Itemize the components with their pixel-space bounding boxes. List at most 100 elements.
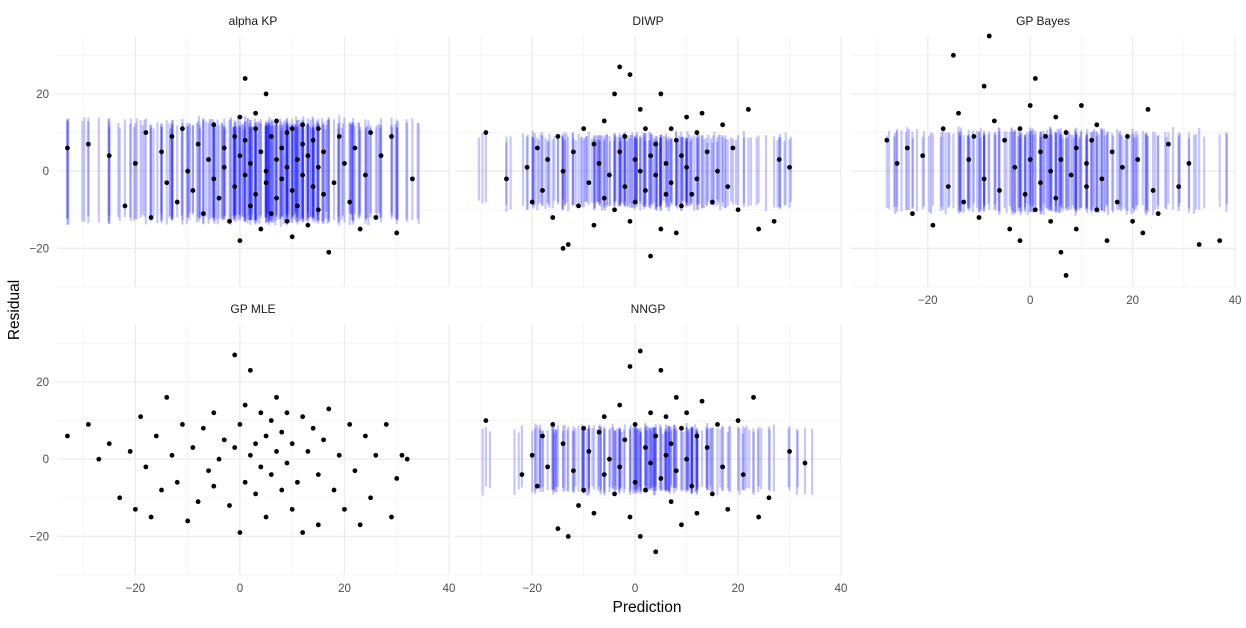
x-axis-title: Prediction xyxy=(613,599,682,616)
data-point xyxy=(127,449,133,454)
data-point xyxy=(715,168,720,174)
data-point xyxy=(617,402,623,408)
data-points xyxy=(65,76,415,255)
data-point xyxy=(637,533,643,539)
data-point xyxy=(612,207,617,213)
data-point xyxy=(673,468,679,474)
data-point xyxy=(389,134,394,139)
data-point xyxy=(200,425,206,431)
x-tick-label: 20 xyxy=(732,583,745,595)
data-point xyxy=(679,203,684,209)
data-point xyxy=(627,364,633,369)
data-point xyxy=(699,110,705,116)
data-point xyxy=(550,422,556,427)
data-point xyxy=(1176,184,1182,190)
data-point xyxy=(1022,191,1028,197)
data-point xyxy=(310,137,316,143)
data-point xyxy=(242,402,248,408)
data-point xyxy=(399,452,405,458)
data-point xyxy=(180,422,185,427)
data-point xyxy=(190,188,196,193)
data-point xyxy=(648,410,653,416)
x-tick-label: −20 xyxy=(126,583,146,595)
data-point xyxy=(601,472,607,477)
data-points xyxy=(483,64,792,259)
data-point xyxy=(658,476,664,481)
data-point xyxy=(258,149,264,155)
data-point xyxy=(305,153,311,159)
data-point xyxy=(1125,134,1130,139)
data-point xyxy=(673,230,679,236)
data-point xyxy=(133,161,138,166)
data-point xyxy=(1053,114,1059,120)
data-point xyxy=(237,114,243,120)
data-point xyxy=(1063,273,1069,278)
data-point xyxy=(357,522,363,528)
data-point xyxy=(268,134,274,139)
data-point xyxy=(689,483,695,489)
data-point xyxy=(720,122,726,128)
data-point xyxy=(1073,226,1079,232)
data-point xyxy=(643,487,648,493)
panel-nngp: NNGP −20 0 20 40 xyxy=(455,302,847,595)
data-point xyxy=(1084,184,1089,190)
data-point xyxy=(545,464,551,470)
data-point xyxy=(894,161,900,166)
data-point xyxy=(627,514,633,520)
data-point xyxy=(96,456,102,462)
data-point xyxy=(1032,207,1038,213)
data-point xyxy=(331,487,337,493)
data-point xyxy=(704,149,710,155)
data-point xyxy=(570,468,576,474)
data-point xyxy=(368,495,373,501)
data-point xyxy=(216,456,222,462)
data-point xyxy=(787,449,792,454)
data-point xyxy=(310,425,316,431)
interval-bars xyxy=(885,126,1228,216)
data-point xyxy=(284,130,290,135)
data-point xyxy=(404,456,410,462)
data-point xyxy=(295,479,300,485)
data-point xyxy=(300,530,306,535)
data-point xyxy=(699,398,705,404)
data-point xyxy=(195,499,201,505)
data-point xyxy=(410,176,415,182)
data-point xyxy=(648,460,653,466)
data-point xyxy=(1166,141,1171,147)
data-point xyxy=(247,161,253,166)
data-point xyxy=(637,348,643,354)
data-point xyxy=(735,207,741,213)
data-point xyxy=(315,472,321,477)
data-point xyxy=(279,487,285,493)
data-point xyxy=(153,433,159,439)
data-point xyxy=(1053,195,1059,201)
data-point xyxy=(555,526,561,532)
data-point xyxy=(986,33,992,39)
data-point xyxy=(237,153,243,159)
data-point xyxy=(730,145,736,151)
data-point xyxy=(268,211,274,217)
y-tick-label: 20 xyxy=(36,377,49,389)
data-point xyxy=(591,141,597,147)
data-point xyxy=(1002,137,1007,143)
data-point xyxy=(295,157,300,162)
data-point xyxy=(242,76,248,81)
data-point xyxy=(268,472,274,477)
data-point xyxy=(981,83,987,89)
data-point xyxy=(1114,199,1120,205)
data-point xyxy=(195,141,201,147)
data-point xyxy=(268,418,274,423)
data-point xyxy=(653,141,659,147)
data-point xyxy=(709,199,715,205)
data-point xyxy=(720,464,726,470)
data-point xyxy=(321,437,326,443)
data-point xyxy=(679,522,684,528)
data-point xyxy=(232,445,238,450)
data-point xyxy=(709,491,715,497)
data-point xyxy=(321,191,326,197)
data-point xyxy=(315,126,321,132)
data-point xyxy=(305,222,311,228)
data-point xyxy=(540,188,545,193)
